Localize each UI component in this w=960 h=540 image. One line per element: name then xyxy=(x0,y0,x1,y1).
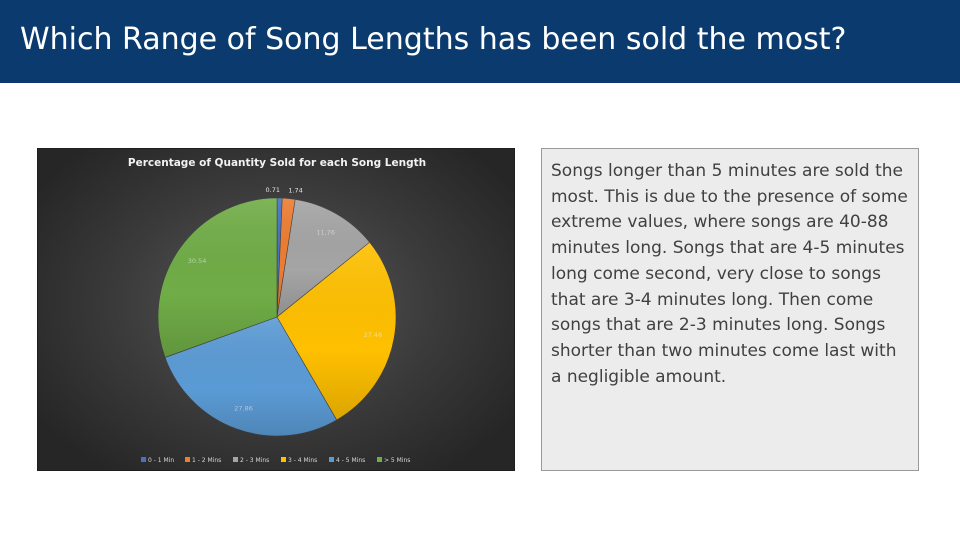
data-label-over-5-mins: 30.54 xyxy=(188,257,207,265)
pie-slice-shading xyxy=(277,199,370,317)
pie-chart: Percentage of Quantity Sold for each Son… xyxy=(37,148,515,471)
legend-swatch xyxy=(281,457,286,462)
legend-swatch xyxy=(329,457,334,462)
pie-slices xyxy=(157,197,397,437)
commentary-box: Songs longer than 5 minutes are sold the… xyxy=(541,148,919,471)
legend-item-2-3-mins: 2 - 3 Mins xyxy=(233,457,269,464)
data-label-3-4-mins: 27.46 xyxy=(364,331,383,339)
pie-slice-shading xyxy=(165,317,337,437)
data-label-2-3-mins: 11.76 xyxy=(316,229,335,237)
legend-label: 4 - 5 Mins xyxy=(336,457,365,464)
legend-swatch xyxy=(377,457,382,462)
legend-label: 3 - 4 Mins xyxy=(288,457,317,464)
chart-legend: 0 - 1 Min 1 - 2 Mins 2 - 3 Mins 3 - 4 Mins 4… xyxy=(141,457,410,464)
slide-title: Which Range of Song Lengths has been sol… xyxy=(20,22,847,57)
data-label-4-5-mins: 27.86 xyxy=(234,405,253,413)
legend-label: 1 - 2 Mins xyxy=(192,457,221,464)
legend-label: 2 - 3 Mins xyxy=(240,457,269,464)
data-label-0-1-min: 0.71 xyxy=(266,186,280,194)
legend-label: 0 - 1 Min xyxy=(148,457,174,464)
title-bar: Which Range of Song Lengths has been sol… xyxy=(0,0,960,83)
pie-data-labels: 0.71 1.74 11.76 27.46 27.86 30.54 xyxy=(188,186,382,413)
legend-item-over-5-mins: > 5 Mins xyxy=(377,457,410,464)
legend-swatch xyxy=(185,457,190,462)
data-label-1-2-mins: 1.74 xyxy=(288,187,302,195)
pie-slice-shading xyxy=(277,242,396,420)
legend-swatch xyxy=(233,457,238,462)
legend-swatch xyxy=(141,457,146,462)
legend-item-3-4-mins: 3 - 4 Mins xyxy=(281,457,317,464)
pie-chart-svg: Percentage of Quantity Sold for each Son… xyxy=(128,157,426,464)
chart-title: Percentage of Quantity Sold for each Son… xyxy=(128,157,426,169)
legend-item-1-2-mins: 1 - 2 Mins xyxy=(185,457,221,464)
pie-slice-shading xyxy=(157,198,277,358)
legend-item-0-1-min: 0 - 1 Min xyxy=(141,457,174,464)
commentary-text: Songs longer than 5 minutes are sold the… xyxy=(551,161,908,387)
legend-label: > 5 Mins xyxy=(384,457,410,464)
legend-item-4-5-mins: 4 - 5 Mins xyxy=(329,457,365,464)
